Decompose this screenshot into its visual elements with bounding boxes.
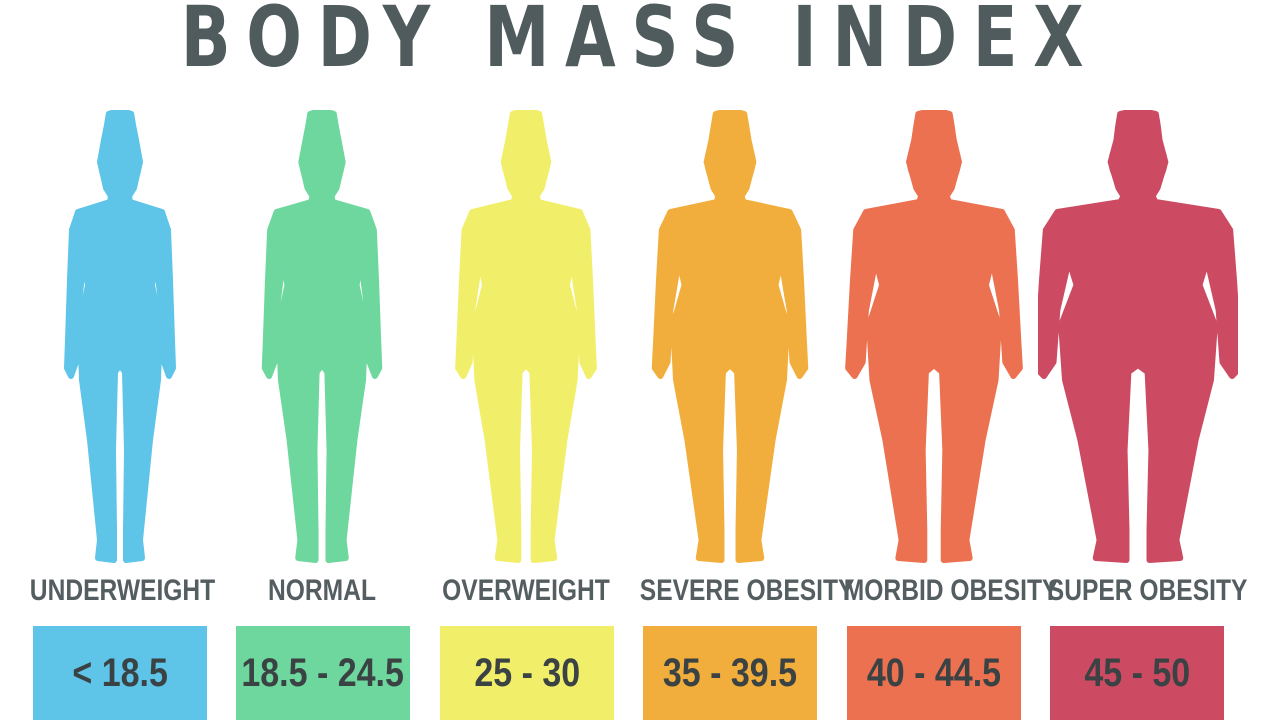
range-box: 35 - 39.5 [643,626,817,720]
category-label: OVERWEIGHT [442,574,610,607]
figure-super-obese-woman-silhouette-icon [1038,110,1238,565]
range-box: 45 - 50 [1050,626,1224,720]
range-box: 40 - 44.5 [847,626,1021,720]
figure-morbid-obese-woman-silhouette-icon [834,110,1034,565]
category-label: UNDERWEIGHT [29,574,216,607]
range-box: 18.5 - 24.5 [236,626,410,720]
category-label: NORMAL [268,574,376,607]
category-label: MORBID OBESITY [843,574,1059,607]
page-title: BODY MASS INDEX [180,0,1100,86]
range-box: < 18.5 [33,626,207,720]
range-value: 35 - 39.5 [662,650,798,695]
range-box: 25 - 30 [440,626,614,720]
figure-overweight-woman-silhouette-icon [426,110,626,565]
category-label: SUPER OBESITY [1047,574,1248,607]
figure-normal-woman-silhouette-icon [222,110,422,565]
range-value: 18.5 - 24.5 [241,650,405,695]
category-label: SEVERE OBESITY [639,574,855,607]
range-value: 40 - 44.5 [866,650,1002,695]
range-value: < 18.5 [72,650,168,695]
figure-severe-obese-woman-silhouette-icon [630,110,830,565]
range-value: 45 - 50 [1084,650,1190,695]
figure-slim-woman-silhouette-icon [20,110,220,565]
range-value: 25 - 30 [474,650,580,695]
